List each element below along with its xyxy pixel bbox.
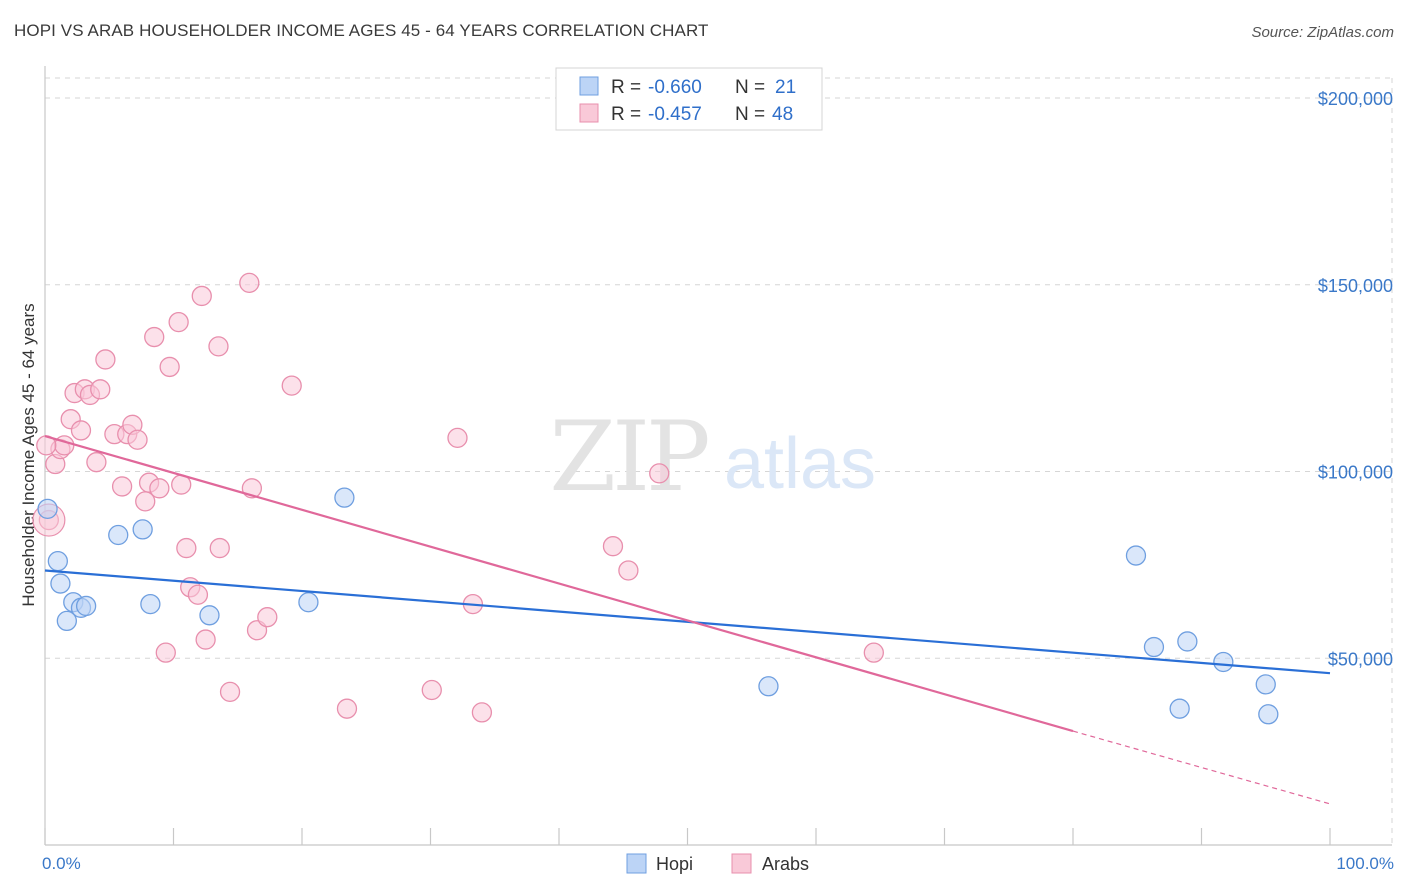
bottom-legend-label-arabs: Arabs: [762, 854, 809, 874]
arab-point-45: [649, 463, 670, 484]
arab-point-44: [618, 560, 639, 581]
arab-point-10: [90, 379, 111, 400]
legend-box: [555, 67, 823, 131]
watermark: ZIP atlas: [549, 401, 876, 513]
arab-point-42: [471, 702, 493, 723]
arab-point-20: [149, 478, 170, 499]
hopi-point-20: [1258, 704, 1279, 725]
arab-point-16: [127, 429, 148, 450]
arab-point-37: [281, 375, 302, 396]
hopi-trend-line: [44, 569, 1331, 675]
arab-point-36: [257, 607, 278, 628]
y-tick-label-0: $50,000: [1328, 649, 1393, 669]
arab-point-33: [239, 272, 260, 294]
arab-trend-line: [44, 434, 1074, 733]
arab-point-19: [144, 326, 165, 348]
legend-r-value-arabs: -0.457: [648, 104, 702, 125]
hopi-point-18: [1213, 651, 1234, 673]
arab-point-32: [219, 681, 241, 703]
arab-point-6: [70, 420, 92, 441]
arab-points: [32, 272, 884, 723]
bottom-legend-label-hopi: Hopi: [656, 854, 693, 874]
legend-n-label-arabs: N =: [735, 104, 765, 125]
arab-point-21: [155, 642, 176, 663]
arab-point-11: [95, 349, 116, 370]
grid-lines: [45, 77, 1393, 845]
y-tick-label-1: $100,000: [1318, 463, 1393, 483]
arab-point-23: [168, 311, 189, 333]
arab-point-25: [176, 537, 197, 559]
arab-point-40: [447, 427, 468, 449]
arab-point-39: [421, 679, 442, 701]
arab-trend-line-dashed: [1072, 730, 1331, 805]
legend-r-value-hopi: -0.660: [648, 77, 702, 98]
legend-swatch-hopi: [579, 76, 599, 96]
y-tick-label-2: $150,000: [1318, 276, 1393, 296]
watermark-zip: ZIP: [549, 401, 708, 513]
arab-point-31: [209, 537, 230, 559]
legend-n-label-hopi: N =: [735, 77, 765, 98]
axes: [44, 66, 1392, 846]
legend-n-value-hopi: 21: [775, 77, 796, 98]
hopi-point-12: [334, 487, 355, 508]
arab-point-27: [187, 584, 209, 605]
legend-r-label-arabs: R =: [611, 104, 641, 125]
hopi-point-6: [75, 595, 97, 617]
hopi-point-16: [1169, 698, 1190, 719]
arab-point-28: [191, 285, 212, 307]
hopi-point-14: [1125, 545, 1147, 566]
hopi-point-7: [108, 524, 129, 546]
bottom-legend-swatch-arabs: [731, 853, 752, 874]
hopi-point-15: [1143, 636, 1165, 658]
hopi-point-13: [758, 676, 779, 697]
hopi-point-9: [140, 593, 161, 615]
arab-point-29: [195, 629, 216, 650]
arab-point-46: [863, 642, 884, 663]
hopi-point-3: [56, 610, 77, 632]
hopi-point-0: [37, 498, 58, 520]
hopi-point-8: [132, 519, 153, 540]
legend-n-value-arabs: 48: [772, 104, 793, 125]
arab-point-13: [111, 476, 133, 497]
legend-r-label-hopi: R =: [611, 77, 641, 98]
arab-point-9: [86, 452, 107, 473]
x-tick-label-right: 100.0%: [1336, 854, 1394, 873]
y-tick-label-3: $200,000: [1318, 89, 1393, 109]
hopi-points: [37, 487, 1279, 725]
hopi-point-1: [47, 550, 68, 572]
source-label: Source: ZipAtlas.com: [1251, 24, 1394, 41]
trend-lines: [44, 434, 1331, 805]
hopi-point-11: [298, 592, 319, 613]
arab-point-43: [602, 536, 624, 557]
legend: R = -0.660 N = 21 R = -0.457 N = 48: [555, 67, 823, 131]
hopi-point-19: [1255, 674, 1276, 695]
x-tick-labels: 0.0% 100.0%: [42, 854, 1394, 873]
hopi-point-17: [1177, 631, 1198, 652]
x-tick-label-left: 0.0%: [42, 854, 81, 873]
chart-title: HOPI VS ARAB HOUSEHOLDER INCOME AGES 45 …: [14, 21, 709, 40]
hopi-point-10: [199, 605, 220, 626]
y-tick-labels: $50,000 $100,000 $150,000 $200,000: [1318, 89, 1393, 669]
legend-swatch-arabs: [579, 103, 599, 123]
bottom-legend-swatch-hopi: [626, 853, 647, 874]
hopi-point-2: [50, 573, 71, 594]
bottom-legend: Hopi Arabs: [626, 853, 809, 874]
y-axis-label: Householder Income Ages 45 - 64 years: [19, 303, 38, 606]
arab-point-38: [336, 698, 358, 719]
watermark-atlas: atlas: [724, 424, 876, 504]
arab-point-22: [159, 356, 180, 378]
arab-point-30: [208, 336, 229, 357]
